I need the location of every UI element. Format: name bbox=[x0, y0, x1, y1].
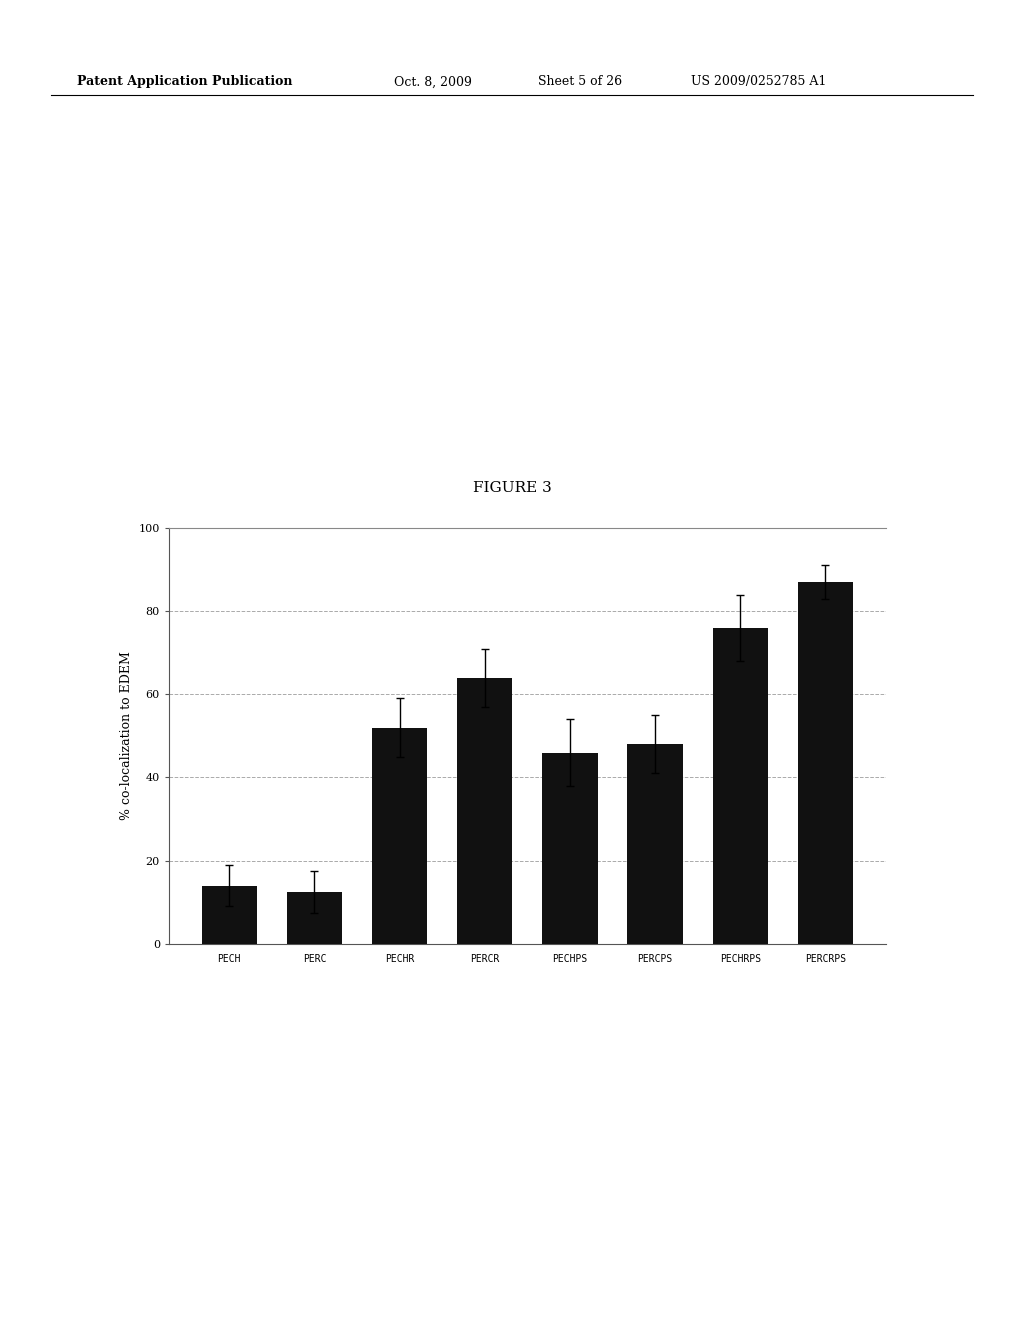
Bar bbox=[628, 744, 683, 944]
Text: Oct. 8, 2009: Oct. 8, 2009 bbox=[394, 75, 472, 88]
Y-axis label: % co-localization to EDEM: % co-localization to EDEM bbox=[120, 652, 133, 820]
Bar bbox=[202, 886, 257, 944]
Bar bbox=[457, 677, 512, 944]
Text: US 2009/0252785 A1: US 2009/0252785 A1 bbox=[691, 75, 826, 88]
Bar bbox=[372, 727, 427, 944]
Bar bbox=[798, 582, 853, 944]
Text: Patent Application Publication: Patent Application Publication bbox=[77, 75, 292, 88]
Text: FIGURE 3: FIGURE 3 bbox=[473, 482, 551, 495]
Bar bbox=[287, 892, 342, 944]
Bar bbox=[543, 752, 598, 944]
Bar bbox=[713, 628, 768, 944]
Text: Sheet 5 of 26: Sheet 5 of 26 bbox=[538, 75, 622, 88]
